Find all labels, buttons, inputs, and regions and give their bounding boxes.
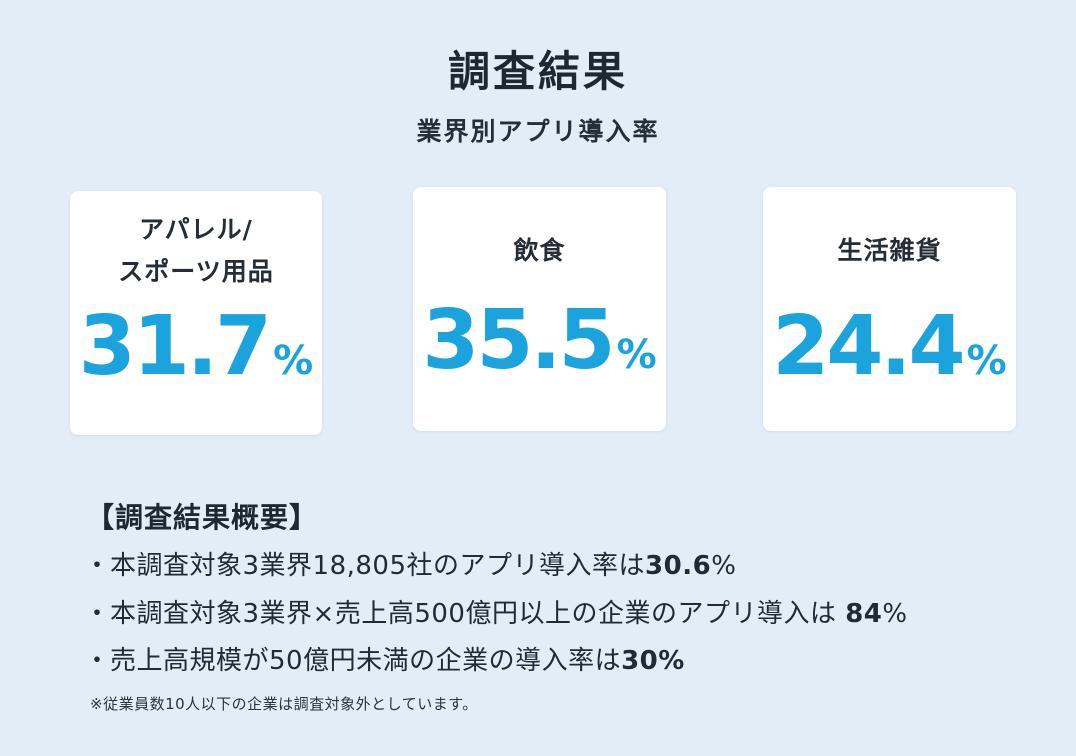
summary-heading: 【調査結果概要】: [86, 501, 319, 534]
bullet-mark: ・: [84, 599, 111, 629]
summary-item-text: 本調査対象3業界×売上高500億円以上の企業のアプリ導入は: [110, 599, 846, 629]
stat-value: 24.4%: [763, 299, 1016, 394]
bullet-mark: ・: [84, 646, 111, 676]
card-label-line1: 飲食: [513, 236, 566, 265]
stat-value: 31.7%: [70, 299, 322, 394]
page-subtitle: 業界別アプリ導入率: [416, 117, 660, 146]
stat-card-apparel: アパレル/ スポーツ用品 31.7%: [70, 191, 322, 435]
stat-unit: %: [616, 332, 657, 378]
summary-item-suffix: %: [711, 551, 737, 581]
summary-item: ・売上高規模が50億円未満の企業の導入率は30%: [84, 640, 685, 677]
page-title: 調査結果: [447, 47, 628, 96]
stat-number: 31.7: [78, 299, 272, 394]
card-label-line2: スポーツ用品: [118, 257, 274, 286]
card-label-line1: 生活雑貨: [837, 236, 942, 265]
footnote: ※従業員数10人以下の企業は調査対象外としています。: [90, 695, 478, 713]
summary-item-text: 売上高規模が50億円未満の企業の導入率は: [110, 646, 622, 676]
summary-item-text: 本調査対象3業界18,805社のアプリ導入率は: [110, 551, 646, 581]
summary-item: ・本調査対象3業界×売上高500億円以上の企業のアプリ導入は 84%: [84, 593, 908, 630]
summary-item-suffix: %: [882, 599, 908, 629]
stat-value: 35.5%: [413, 293, 666, 388]
summary-item: ・本調査対象3業界18,805社のアプリ導入率は30.6%: [84, 545, 736, 582]
bullet-mark: ・: [84, 551, 111, 581]
stat-unit: %: [273, 338, 314, 384]
stat-number: 24.4: [772, 299, 965, 394]
stat-number: 35.5: [422, 293, 615, 388]
stat-card-household: 生活雑貨 24.4%: [763, 187, 1016, 431]
stat-unit: %: [966, 338, 1007, 384]
card-label-line1: アパレル/: [139, 215, 253, 244]
summary-item-emphasis: 30%: [621, 646, 685, 676]
summary-item-emphasis: 84: [845, 599, 883, 629]
stat-card-food: 飲食 35.5%: [413, 187, 666, 431]
summary-item-emphasis: 30.6: [645, 551, 712, 581]
